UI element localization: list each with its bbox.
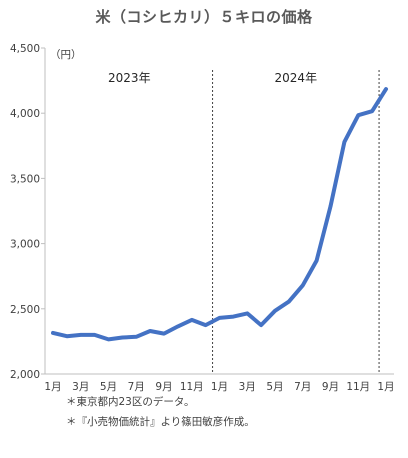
footnotes: ＊東京都内23区のデータ。 ＊『小売物価統計』より篠田敏彦作成。 <box>66 392 255 432</box>
y-tick-label: 2,000 <box>10 369 40 381</box>
footnote-2: ＊『小売物価統計』より篠田敏彦作成。 <box>66 416 255 428</box>
x-tick-label: 11月 <box>346 381 370 392</box>
x-tick-label: 1月 <box>377 381 394 392</box>
line-chart: （円） 2,000 2,500 3,000 3,500 4,000 4,500 1月 3月 5… <box>10 43 395 392</box>
x-tick-label: 3月 <box>239 381 256 392</box>
x-tick-label: 5月 <box>266 381 283 392</box>
year-annotations: 2023年 2024年 <box>108 71 317 85</box>
y-tick-label: 4,500 <box>10 43 40 55</box>
x-tick-label: 5月 <box>100 381 117 392</box>
footnote-1: ＊東京都内23区のデータ。 <box>66 396 195 408</box>
y-axis: 2,000 2,500 3,000 3,500 4,000 4,500 <box>10 43 46 381</box>
year-annotation: 2023年 <box>108 71 151 85</box>
year-dividers <box>212 70 380 374</box>
year-annotation: 2024年 <box>275 71 318 85</box>
price-series-line <box>51 87 388 342</box>
y-tick-label: 3,500 <box>10 173 40 185</box>
y-tick-label: 3,000 <box>10 239 40 251</box>
chart-title: 米（コシヒカリ）５キロの価格 <box>95 8 313 26</box>
x-axis: 1月 3月 5月 7月 9月 11月 1月 3月 5月 7月 9月 11月 1月 <box>44 373 395 392</box>
y-tick-label: 4,000 <box>10 108 40 120</box>
x-tick-label: 7月 <box>294 381 311 392</box>
series-group <box>51 87 388 342</box>
x-tick-label: 7月 <box>128 381 145 392</box>
x-tick-label: 1月 <box>44 381 61 392</box>
y-axis-unit-label: （円） <box>50 49 82 61</box>
x-tick-label: 9月 <box>155 381 172 392</box>
x-tick-label: 3月 <box>72 381 89 392</box>
x-tick-label: 1月 <box>211 381 228 392</box>
x-tick-label: 9月 <box>322 381 339 392</box>
y-tick-label: 2,500 <box>10 304 40 316</box>
x-tick-label: 11月 <box>180 381 204 392</box>
